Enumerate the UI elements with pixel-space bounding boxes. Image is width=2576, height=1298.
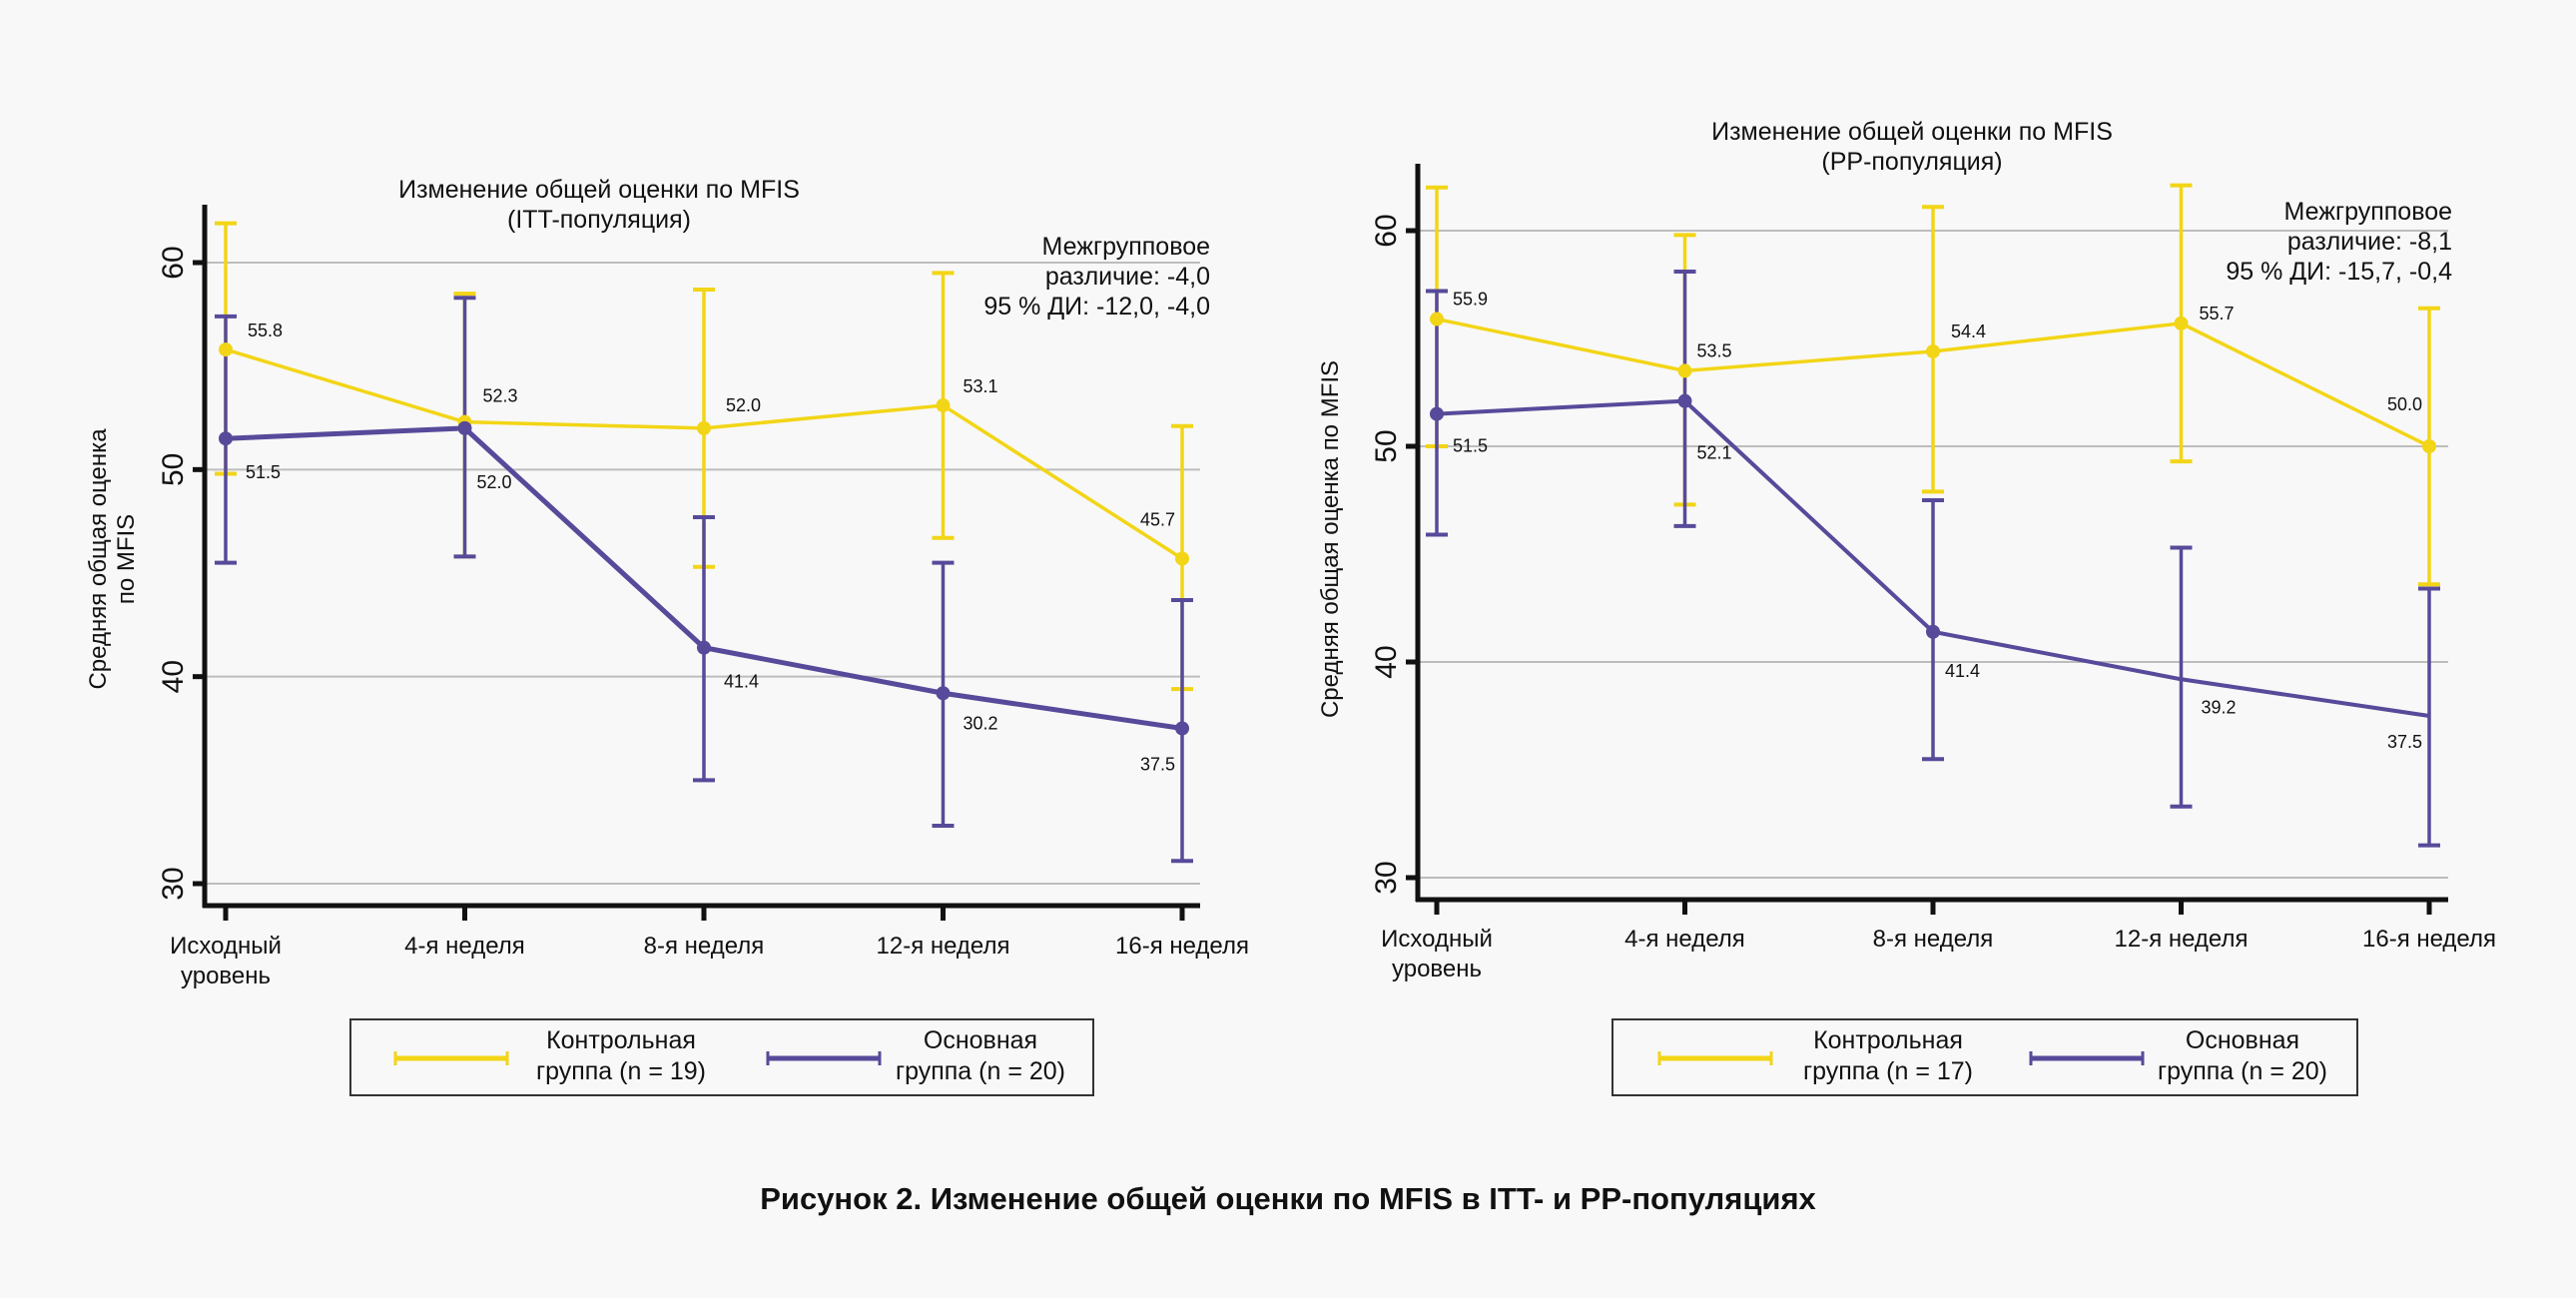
legend-label-main: Основная группа (n = 20) xyxy=(2133,1025,2352,1087)
x-tick-label: 12-я неделя xyxy=(877,933,1010,960)
figure-caption: Рисунок 2. Изменение общей оценки по MFI… xyxy=(760,1181,1816,1216)
legend-label-control-line2: группа (n = 17) xyxy=(1802,1057,1974,1085)
between-group-annotation: 95 % ДИ: -12,0, -4,0 xyxy=(983,293,1210,321)
x-tick-label: 16-я неделя xyxy=(2362,926,2496,953)
data-label-main: 41.4 xyxy=(724,672,759,692)
y-tick-label: 40 xyxy=(1370,645,1403,678)
data-label-control: 52.3 xyxy=(483,386,518,406)
y-axis-label: Средняя общая оценка xyxy=(85,428,112,690)
legend-swatch-main xyxy=(2029,1051,2145,1065)
data-label-main: 41.4 xyxy=(1945,661,1980,681)
chart-title: (ITT-популяция) xyxy=(507,206,691,234)
legend-label-control-line1: Контрольная xyxy=(546,1026,696,1054)
data-point-control xyxy=(1175,551,1189,566)
legend-swatch-control xyxy=(393,1051,509,1065)
y-tick-label: 30 xyxy=(1370,861,1403,894)
legend-label-main-line1: Основная xyxy=(2185,1026,2300,1054)
y-tick-label: 30 xyxy=(157,867,190,900)
legend-swatch-control xyxy=(1657,1051,1773,1065)
legend-label-main-line2: группа (n = 20) xyxy=(895,1057,1066,1085)
data-point-control xyxy=(1430,312,1444,326)
data-label-main: 51.5 xyxy=(246,462,281,482)
chart-title: Изменение общей оценки по MFIS xyxy=(398,176,800,204)
chart-title: Изменение общей оценки по MFIS xyxy=(1711,118,2113,146)
data-label-control: 50.0 xyxy=(2387,394,2422,414)
between-group-annotation: Межгрупповое xyxy=(1042,233,1210,261)
x-tick-label: Исходный xyxy=(1381,926,1493,953)
x-tick-label: 4-я неделя xyxy=(1624,926,1745,953)
y-tick-label: 60 xyxy=(157,246,190,279)
data-label-main: 52.0 xyxy=(477,472,512,492)
data-point-main xyxy=(1430,406,1444,421)
data-point-control xyxy=(2174,316,2189,330)
x-tick-label: уровень xyxy=(181,963,271,989)
data-label-control: 53.1 xyxy=(964,376,998,396)
y-tick-label: 50 xyxy=(157,453,190,486)
data-point-control xyxy=(2422,439,2436,453)
between-group-annotation: различие: -4,0 xyxy=(1045,263,1210,291)
data-point-control xyxy=(1677,363,1692,378)
y-tick-label: 60 xyxy=(1370,214,1403,247)
legend-itt: Контрольная группа (n = 19) Основная гру… xyxy=(349,1018,1094,1096)
x-tick-label: Исходный xyxy=(170,933,282,960)
x-tick-label: 8-я неделя xyxy=(1873,926,1994,953)
between-group-annotation: 95 % ДИ: -15,7, -0,4 xyxy=(2226,258,2452,286)
data-point-control xyxy=(219,342,233,357)
data-point-main xyxy=(936,686,951,701)
legend-swatch-main xyxy=(766,1051,882,1065)
y-tick-label: 40 xyxy=(157,660,190,693)
y-tick-label: 50 xyxy=(1370,429,1403,462)
data-label-main: 39.2 xyxy=(2202,697,2237,717)
data-point-main xyxy=(1926,624,1940,639)
data-label-main: 30.2 xyxy=(964,713,998,733)
data-point-control xyxy=(936,398,951,413)
data-label-control: 53.5 xyxy=(1697,340,1732,360)
legend-label-control-line1: Контрольная xyxy=(1813,1026,1963,1054)
data-label-control: 45.7 xyxy=(1140,509,1175,529)
y-axis-label: по MFIS xyxy=(113,514,140,604)
data-label-control: 55.7 xyxy=(2200,304,2235,324)
data-point-control xyxy=(697,420,711,435)
data-label-main: 37.5 xyxy=(2387,732,2422,752)
data-label-control: 54.4 xyxy=(1951,322,1986,341)
data-point-control xyxy=(1926,343,1940,358)
x-tick-label: 16-я неделя xyxy=(1115,933,1249,960)
x-tick-label: 12-я неделя xyxy=(2115,926,2249,953)
data-label-main: 37.5 xyxy=(1140,755,1175,775)
data-point-main xyxy=(697,640,711,655)
data-label-control: 55.9 xyxy=(1453,290,1488,310)
legend-label-control-line2: группа (n = 19) xyxy=(535,1057,707,1085)
x-tick-label: 4-я неделя xyxy=(404,933,525,960)
data-label-main: 52.1 xyxy=(1697,443,1732,463)
legend-label-control: Контрольная группа (n = 19) xyxy=(501,1025,741,1087)
between-group-annotation: Межгрупповое xyxy=(2284,198,2452,226)
data-label-control: 55.8 xyxy=(248,321,283,340)
data-point-main xyxy=(219,431,233,446)
legend-pp: Контрольная группа (n = 17) Основная гру… xyxy=(1611,1018,2358,1096)
legend-label-main-line2: группа (n = 20) xyxy=(2157,1057,2328,1085)
data-point-main xyxy=(1175,721,1189,736)
data-point-main xyxy=(1677,393,1692,408)
chart-title: (PP-популяция) xyxy=(1821,148,2002,176)
x-tick-label: 8-я неделя xyxy=(644,933,765,960)
y-axis-label: Средняя общая оценка по MFIS xyxy=(1317,360,1344,718)
legend-label-control: Контрольная группа (n = 17) xyxy=(1768,1025,2008,1087)
legend-label-main: Основная группа (n = 20) xyxy=(871,1025,1090,1087)
data-point-main xyxy=(457,420,472,435)
data-label-control: 52.0 xyxy=(726,395,761,415)
between-group-annotation: различие: -8,1 xyxy=(2287,228,2452,256)
data-label-main: 51.5 xyxy=(1453,436,1488,456)
legend-label-main-line1: Основная xyxy=(923,1026,1038,1054)
x-tick-label: уровень xyxy=(1392,956,1482,982)
